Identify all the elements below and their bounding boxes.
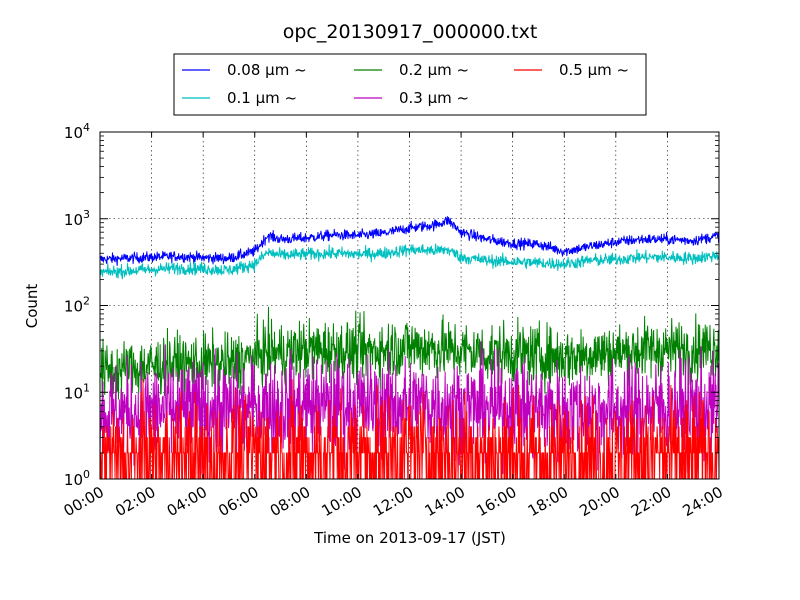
- y-tick-label: 104: [64, 121, 90, 142]
- series-line: [100, 243, 719, 280]
- y-tick-label: 100: [64, 468, 90, 489]
- legend-label: 0.3 μm ~: [399, 89, 469, 107]
- y-tick-label: 103: [64, 208, 90, 229]
- x-axis-label: Time on 2013-09-17 (JST): [313, 529, 506, 547]
- y-tick-label: 102: [64, 295, 90, 316]
- chart-title: opc_20130917_000000.txt: [283, 21, 538, 43]
- legend-label: 0.1 μm ~: [227, 89, 297, 107]
- legend-label: 0.08 μm ~: [227, 61, 307, 79]
- legend-label: 0.5 μm ~: [559, 61, 629, 79]
- legend: 0.08 μm ~ 0.1 μm ~ 0.2 μm ~ 0.3 μm ~ 0.5 μm …: [173, 53, 647, 116]
- legend-label: 0.2 μm ~: [399, 61, 469, 79]
- legend-frame: [173, 53, 647, 116]
- y-tick-label: 101: [64, 381, 90, 402]
- series-line: [100, 216, 719, 267]
- series-line: [100, 379, 719, 479]
- y-axis-label: Count: [23, 284, 41, 329]
